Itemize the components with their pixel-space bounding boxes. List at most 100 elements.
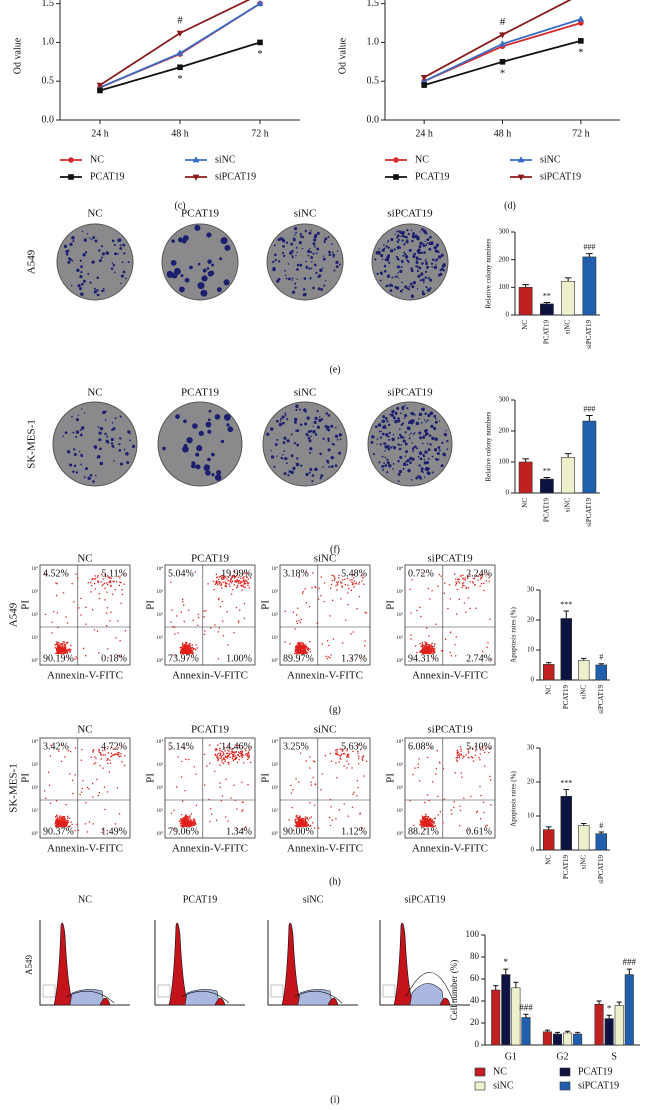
- event-dot: [60, 820, 63, 823]
- event-dot: [94, 588, 96, 590]
- error-bar: [522, 284, 529, 288]
- event-dot: [180, 611, 182, 613]
- event-dot: [187, 646, 190, 648]
- event-dot: [75, 573, 77, 575]
- event-dot: [462, 584, 464, 587]
- event-dot: [232, 756, 234, 758]
- event-dot: [188, 609, 190, 611]
- colony: [411, 447, 415, 450]
- event-dot: [195, 804, 198, 807]
- event-dot: [64, 644, 67, 646]
- colony: [113, 271, 116, 274]
- colony: [266, 432, 270, 436]
- event-dot: [431, 647, 433, 649]
- colony: [305, 260, 307, 263]
- event-dot: [55, 816, 57, 818]
- event-dot: [309, 825, 311, 827]
- event-dot: [183, 823, 185, 826]
- event-dot: [327, 656, 329, 658]
- colony: [333, 269, 336, 272]
- colony: [408, 437, 411, 440]
- x-tick-label: 72 h: [251, 128, 269, 139]
- colony: [393, 446, 397, 450]
- event-dot: [429, 825, 432, 828]
- event-dot: [62, 815, 65, 818]
- annotation: **: [543, 466, 551, 475]
- y-tick-label: 300: [499, 396, 510, 404]
- event-dot: [185, 758, 187, 760]
- y-tick-label: 0: [531, 846, 535, 854]
- event-dot: [241, 810, 243, 812]
- colony: [415, 476, 418, 480]
- marker: [177, 64, 183, 71]
- quadrant-value: 1.00%: [226, 653, 252, 664]
- colony: [85, 467, 88, 471]
- colony: [331, 243, 334, 246]
- event-dot: [298, 647, 300, 650]
- colony: [391, 409, 395, 414]
- event-dot: [191, 644, 193, 646]
- event-dot: [106, 829, 108, 832]
- bar: [560, 795, 572, 851]
- colony: [446, 448, 449, 451]
- y-tick-label: 0.0: [42, 114, 55, 125]
- event-dot: [464, 577, 466, 579]
- event-dot: [419, 822, 422, 824]
- event-dot: [295, 818, 297, 821]
- event-dot: [344, 583, 346, 586]
- colony: [401, 422, 405, 425]
- event-dot: [471, 747, 474, 749]
- colony: [316, 425, 321, 429]
- colony: [422, 436, 426, 439]
- quadrant-value: 89.97%: [283, 653, 314, 664]
- colony: [431, 455, 434, 458]
- event-dot: [112, 754, 114, 756]
- y-axis-label: PI: [145, 773, 157, 783]
- colony: [276, 279, 280, 283]
- colony: [327, 448, 331, 452]
- event-dot: [479, 785, 481, 788]
- event-dot: [429, 647, 431, 649]
- event-dot: [190, 825, 193, 827]
- event-dot: [220, 750, 222, 752]
- event-dot: [60, 760, 63, 763]
- event-dot: [236, 575, 238, 577]
- quadrant-value: 0.61%: [466, 826, 492, 837]
- event-dot: [297, 821, 299, 823]
- event-dot: [484, 751, 486, 754]
- event-dot: [243, 580, 246, 582]
- event-dot: [59, 648, 61, 650]
- event-dot: [108, 771, 110, 773]
- event-dot: [204, 784, 206, 786]
- event-dot: [98, 751, 100, 753]
- event-dot: [462, 574, 464, 576]
- colony: [84, 412, 86, 414]
- event-dot: [425, 645, 427, 648]
- y-tick-label: 10²: [157, 785, 164, 791]
- event-dot: [458, 825, 461, 827]
- event-dot: [475, 811, 478, 814]
- event-dot: [233, 577, 235, 579]
- event-dot: [490, 658, 492, 660]
- event-dot: [430, 747, 432, 749]
- event-dot: [305, 825, 308, 827]
- event-dot: [57, 651, 60, 653]
- event-dot: [187, 818, 189, 821]
- event-dot: [421, 817, 424, 819]
- event-dot: [334, 577, 336, 580]
- colony: [416, 257, 419, 260]
- event-dot: [54, 647, 56, 649]
- event-dot: [218, 757, 220, 759]
- event-dot: [56, 645, 59, 647]
- colony: [278, 260, 281, 263]
- event-dot: [56, 815, 58, 817]
- event-dot: [107, 746, 109, 748]
- event-dot: [101, 831, 103, 834]
- colony: [309, 452, 312, 455]
- x-tick-label: siNC: [579, 855, 587, 870]
- event-dot: [357, 744, 360, 746]
- event-dot: [356, 780, 358, 782]
- row-label: SK-MES-1: [26, 419, 38, 469]
- event-dot: [305, 818, 307, 820]
- colony: [422, 453, 425, 457]
